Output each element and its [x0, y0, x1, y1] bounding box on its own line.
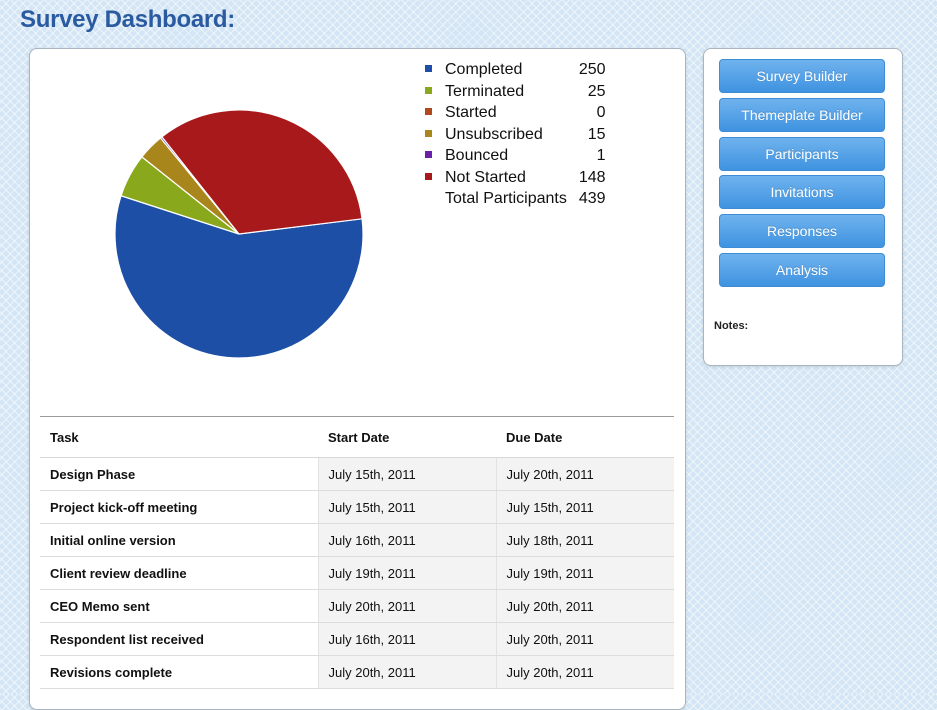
table-row[interactable]: Design Phase July 15th, 2011 July 20th, …	[40, 457, 674, 491]
participants-button[interactable]: Participants	[719, 137, 885, 171]
start-date: July 15th, 2011	[317, 490, 496, 524]
page-title: Survey Dashboard:	[20, 6, 235, 33]
table-row[interactable]: Client review deadline July 19th, 2011 J…	[40, 556, 674, 590]
legend-value: 1	[596, 147, 606, 164]
due-date: July 20th, 2011	[495, 622, 674, 656]
table-row[interactable]: Project kick-off meeting July 15th, 2011…	[40, 490, 674, 524]
chart-legend: Completed 250 Terminated 25 Started 0 Unsubscr…	[425, 59, 606, 210]
legend-item: Not Started 148	[425, 167, 606, 189]
task-name: Initial online version	[40, 523, 318, 557]
legend-total-label: Total Participants	[445, 190, 567, 207]
column-header-due-date[interactable]: Due Date	[496, 416, 674, 458]
pie-chart	[114, 109, 364, 359]
legend-label: Started	[445, 104, 497, 121]
legend-swatch	[425, 172, 432, 180]
start-date: July 16th, 2011	[317, 622, 496, 656]
task-table: Task Start Date Due Date Design Phase Ju…	[40, 416, 674, 689]
table-row[interactable]: Initial online version July 16th, 2011 J…	[40, 523, 674, 557]
legend-swatch	[425, 151, 432, 159]
start-date: July 20th, 2011	[317, 655, 496, 689]
legend-item: Started 0	[425, 102, 606, 124]
task-name: Revisions complete	[40, 655, 318, 689]
survey-builder-button[interactable]: Survey Builder	[719, 59, 885, 93]
legend-value: 25	[587, 82, 606, 100]
legend-label: Completed	[445, 61, 523, 78]
due-date: July 20th, 2011	[495, 589, 674, 623]
start-date: July 20th, 2011	[317, 589, 496, 623]
themeplate-builder-button[interactable]: Themeplate Builder	[719, 98, 885, 132]
column-header-task[interactable]: Task	[40, 416, 318, 458]
due-date: July 19th, 2011	[495, 556, 674, 590]
task-name: Respondent list received	[40, 622, 318, 656]
legend-label: Terminated	[445, 82, 525, 100]
legend-value: 250	[578, 61, 606, 78]
table-row[interactable]: Respondent list received July 16th, 2011…	[40, 622, 674, 656]
start-date: July 15th, 2011	[317, 457, 496, 491]
column-header-start-date[interactable]: Start Date	[318, 416, 496, 458]
legend-item: Unsubscribed 15	[425, 124, 606, 146]
task-name: Client review deadline	[40, 556, 318, 590]
legend-label: Unsubscribed	[445, 125, 543, 143]
pie-slice-not-started	[161, 109, 363, 235]
legend-item: Completed 250	[425, 59, 606, 81]
notes-label: Notes:	[714, 320, 749, 332]
responses-button[interactable]: Responses	[719, 214, 885, 248]
legend-item: Terminated 25	[425, 81, 606, 103]
main-panel: Completed 250 Terminated 25 Started 0 Unsubscr…	[29, 48, 686, 710]
due-date: July 18th, 2011	[495, 523, 674, 557]
legend-total-value: 439	[578, 190, 606, 207]
legend-swatch	[425, 86, 432, 94]
legend-value: 148	[578, 168, 606, 186]
due-date: July 15th, 2011	[495, 490, 674, 524]
task-name: CEO Memo sent	[40, 589, 318, 623]
legend-swatch	[425, 108, 432, 116]
analysis-button[interactable]: Analysis	[719, 253, 885, 287]
legend-value: 15	[587, 125, 606, 143]
legend-swatch	[425, 129, 432, 137]
task-name: Design Phase	[40, 457, 318, 491]
legend-label: Not Started	[445, 168, 526, 186]
task-table-header: Task Start Date Due Date	[40, 416, 674, 458]
legend-value: 0	[596, 104, 606, 121]
due-date: July 20th, 2011	[495, 457, 674, 491]
legend-label: Bounced	[445, 147, 509, 164]
table-row[interactable]: Revisions complete July 20th, 2011 July …	[40, 655, 674, 689]
side-panel: Survey Builder Themeplate Builder Partic…	[703, 48, 903, 366]
legend-total-row: Total Participants 439	[425, 188, 606, 210]
pie-slice-completed	[114, 194, 364, 359]
task-name: Project kick-off meeting	[40, 490, 318, 524]
due-date: July 20th, 2011	[495, 655, 674, 689]
legend-swatch	[425, 65, 432, 73]
start-date: July 16th, 2011	[317, 523, 496, 557]
table-row[interactable]: CEO Memo sent July 20th, 2011 July 20th,…	[40, 589, 674, 623]
start-date: July 19th, 2011	[317, 556, 496, 590]
legend-item: Bounced 1	[425, 145, 606, 167]
invitations-button[interactable]: Invitations	[719, 175, 885, 209]
